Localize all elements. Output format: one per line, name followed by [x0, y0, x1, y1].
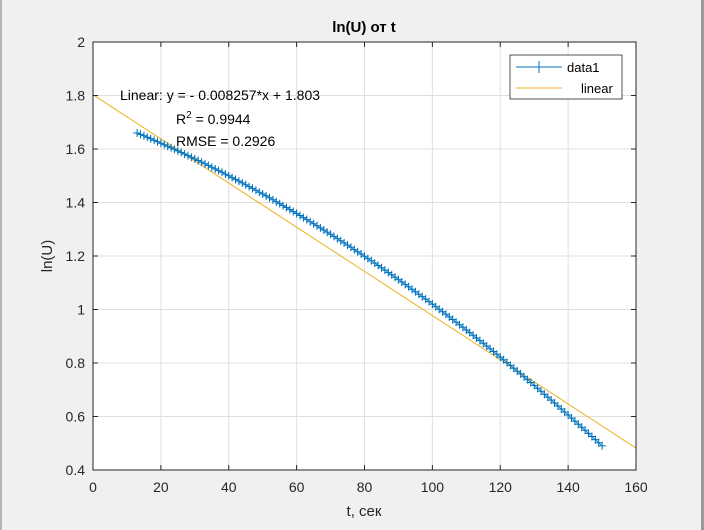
data1-point: [285, 205, 294, 214]
data1-point: [211, 164, 220, 173]
data1-point: [187, 153, 196, 162]
data1-point: [160, 140, 169, 149]
fit-equation: Linear: y = - 0.008257*x + 1.803: [120, 87, 320, 103]
chart-title: ln(U) от t: [332, 19, 396, 36]
data1-point: [214, 166, 223, 175]
data1-point: [173, 146, 182, 155]
data1-point: [296, 211, 304, 220]
y-tick-label: 1.6: [66, 141, 86, 157]
y-tick-label: 1.8: [66, 88, 86, 104]
legend-data1-label: data1: [567, 60, 600, 75]
y-tick-label: 0.8: [66, 355, 86, 371]
data1-point: [289, 207, 298, 216]
y-tick-labels: 0.4 0.6 0.8 1 1.2 1.4 1.6 1.8 2: [66, 34, 86, 478]
data1-point: [316, 223, 325, 232]
data1-point: [146, 134, 155, 143]
data1-point: [139, 131, 148, 140]
x-tick-labels: 0 20 40 60 80 100 120 140 160: [89, 479, 648, 495]
data1-point: [201, 159, 209, 168]
legend[interactable]: data1 linear: [509, 54, 623, 100]
legend-linear-label: linear: [581, 81, 613, 96]
data1-point: [255, 188, 264, 197]
data1-point: [190, 154, 199, 163]
y-tick-label: 0.4: [66, 462, 86, 478]
data1-point: [204, 161, 213, 170]
data1-point: [197, 158, 206, 167]
window-edge-right: [701, 0, 704, 530]
x-tick-label: 100: [421, 479, 445, 495]
data1-point: [333, 234, 342, 243]
data1-point: [248, 184, 257, 193]
x-tick-label: 80: [357, 479, 373, 495]
x-tick-label: 140: [556, 479, 580, 495]
data1-point: [207, 163, 216, 172]
data1-point: [150, 136, 159, 145]
data1-point: [238, 178, 247, 187]
fit-rmse: RMSE = 0.2926: [176, 133, 275, 149]
x-tick-label: 40: [221, 479, 237, 495]
data1-point: [309, 219, 318, 228]
y-tick-label: 1: [77, 302, 85, 318]
data1-point: [177, 148, 186, 157]
x-tick-label: 60: [289, 479, 305, 495]
data1-point: [218, 168, 226, 177]
data1-point: [313, 221, 321, 230]
axis-ticks: [92, 41, 637, 471]
data1-point: [231, 175, 240, 184]
data1-point: [156, 139, 165, 148]
data1-point: [170, 145, 179, 154]
y-tick-label: 1.4: [66, 195, 86, 211]
data1-point: [306, 217, 315, 226]
x-tick-label: 120: [489, 479, 513, 495]
data1-point: [302, 215, 311, 224]
data1-point: [143, 133, 152, 142]
legend-box: [509, 54, 623, 100]
data1-point: [292, 209, 301, 218]
series-data1: [133, 129, 607, 450]
data1-point: [279, 201, 287, 210]
data1-point: [272, 197, 281, 206]
data1-point: [224, 171, 233, 180]
y-tick-label: 2: [77, 34, 85, 50]
data1-point: [245, 182, 254, 191]
data1-point: [268, 195, 277, 204]
x-tick-label: 160: [624, 479, 648, 495]
data1-point: [275, 199, 284, 208]
y-tick-label: 0.6: [66, 409, 86, 425]
data1-point: [326, 230, 335, 239]
data1-point: [299, 213, 308, 222]
data1-point: [319, 226, 328, 234]
data1-point: [598, 441, 607, 450]
data1-point: [136, 130, 145, 139]
data1-point: [153, 137, 162, 146]
data1-point: [234, 177, 243, 186]
data1-point: [258, 190, 267, 198]
data1-point: [591, 435, 600, 444]
data1-point: [241, 180, 250, 189]
data1-point: [133, 129, 142, 137]
data1-point: [265, 193, 274, 202]
data1-point: [282, 203, 291, 212]
data1-point: [262, 191, 271, 200]
data1-point: [228, 173, 237, 182]
data1-point: [163, 142, 172, 151]
y-tick-label: 1.2: [66, 248, 86, 264]
fit-r-squared: R2 = 0.9944: [176, 110, 251, 127]
data1-point: [251, 186, 260, 195]
data1-point: [184, 151, 192, 160]
y-axis-label: ln(U): [39, 240, 56, 273]
data1-point: [167, 143, 176, 152]
data1-point: [194, 156, 203, 165]
data1-point: [180, 150, 189, 158]
x-axis-label: t, сек: [347, 503, 382, 520]
window-edge-left: [0, 0, 2, 530]
fit-annotation: Linear: y = - 0.008257*x + 1.803 R2 = 0.…: [120, 87, 320, 149]
data1-point: [221, 170, 230, 179]
x-tick-label: 0: [89, 479, 97, 495]
x-tick-label: 20: [153, 479, 169, 495]
